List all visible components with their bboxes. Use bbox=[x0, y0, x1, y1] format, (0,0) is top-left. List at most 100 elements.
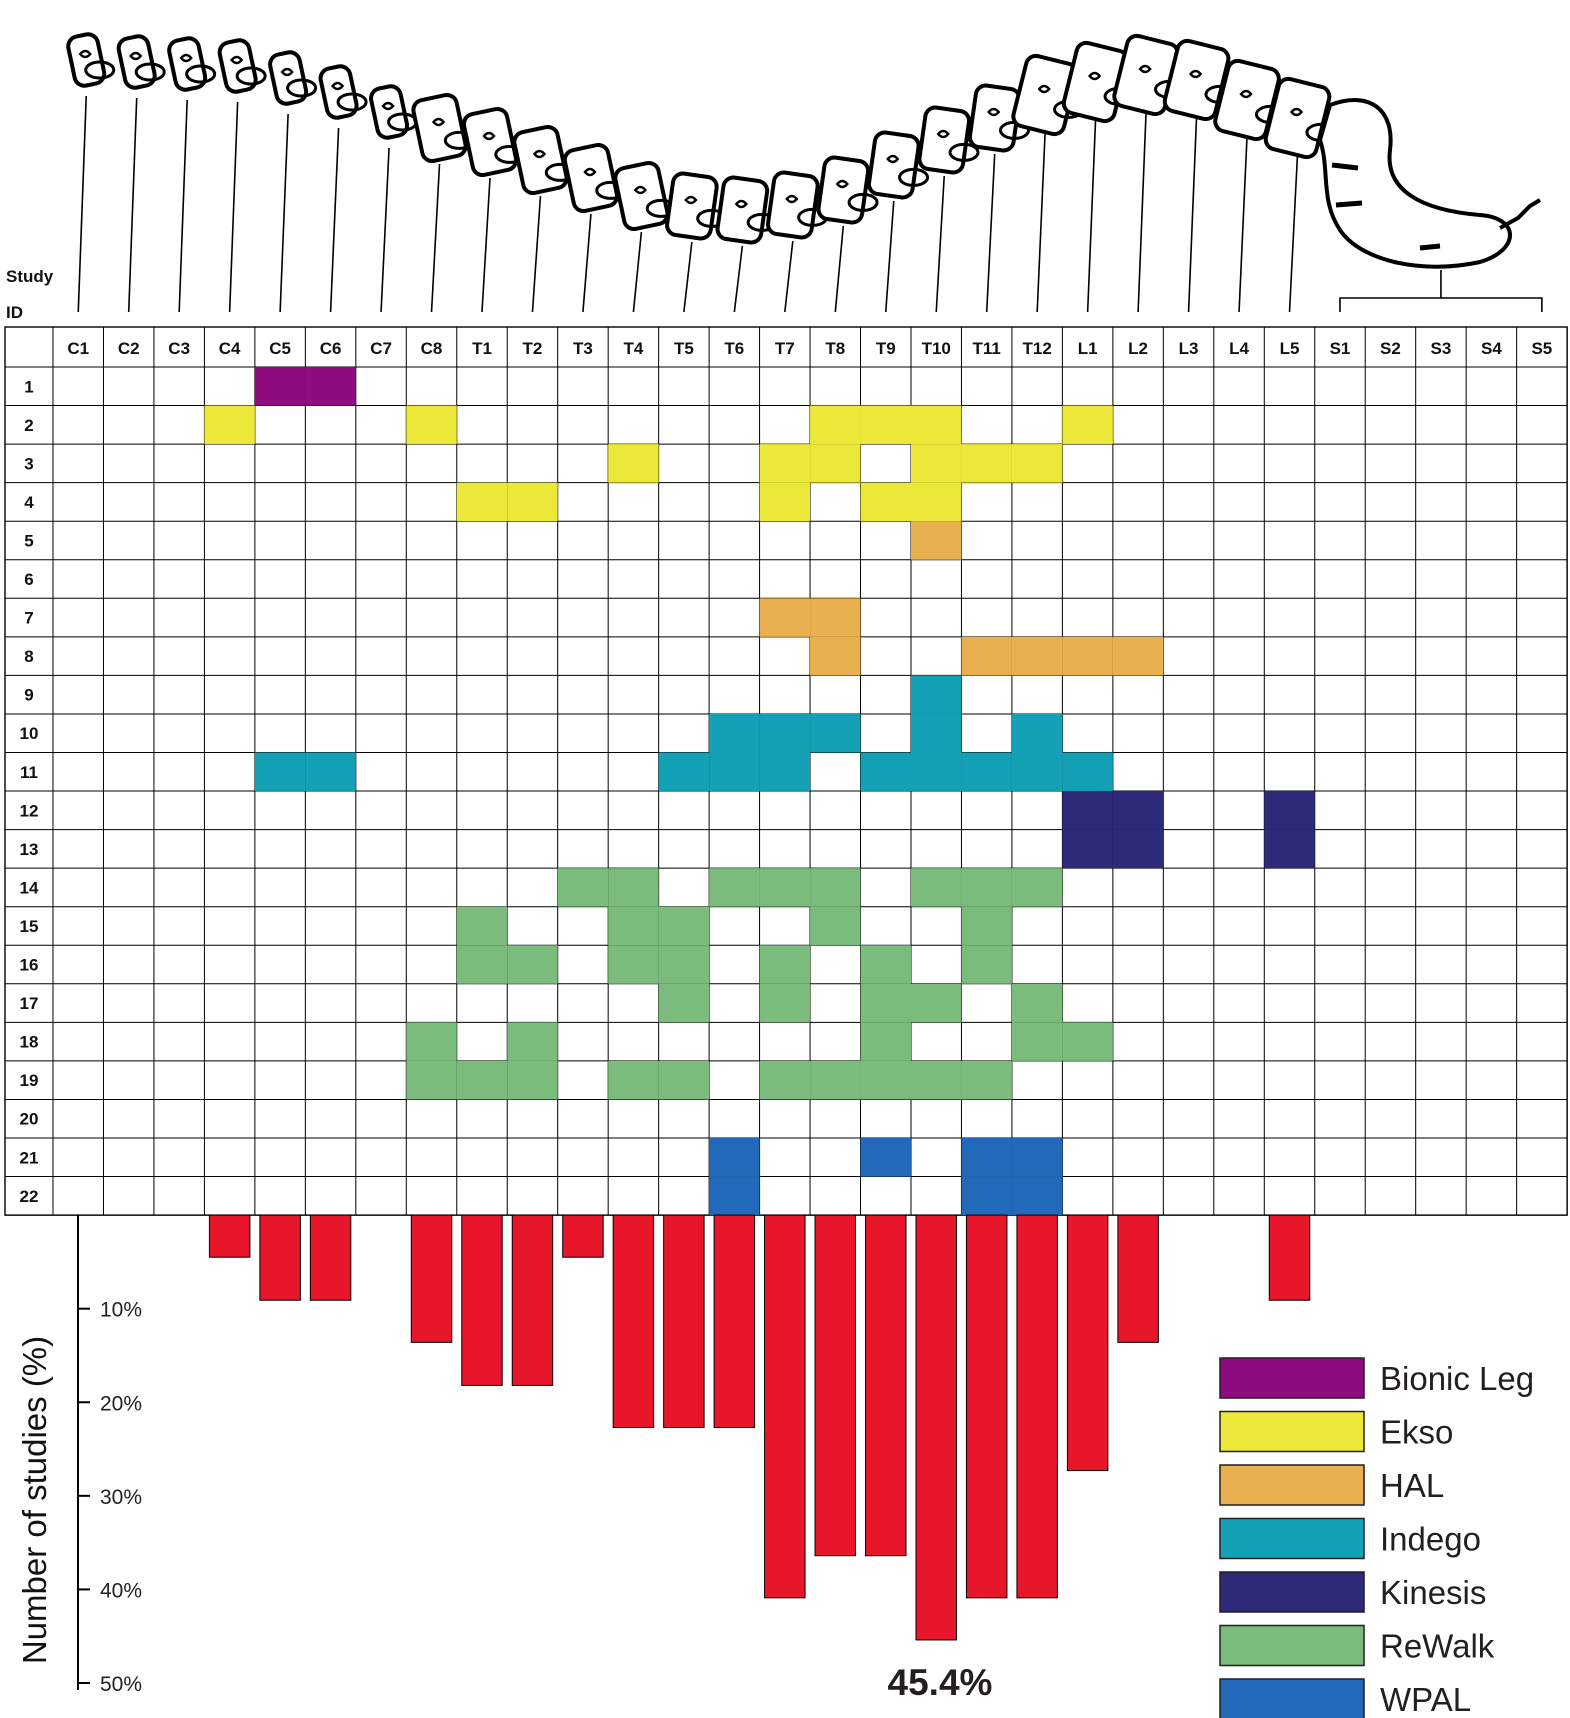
bar-L5 bbox=[1268, 1214, 1311, 1301]
bar-L1 bbox=[1066, 1214, 1109, 1472]
legend-label: Ekso bbox=[1380, 1414, 1453, 1451]
cell-11-T10 bbox=[910, 752, 962, 792]
leader-line-T6 bbox=[733, 245, 744, 313]
column-label-L1: L1 bbox=[1078, 339, 1098, 358]
cell-19-T9 bbox=[860, 1060, 911, 1100]
column-label-L2: L2 bbox=[1128, 339, 1148, 358]
cell-12-L2 bbox=[1112, 791, 1164, 830]
cell-10-T12 bbox=[1011, 713, 1063, 753]
cell-17-T7 bbox=[759, 983, 811, 1023]
row-label-7: 7 bbox=[24, 609, 33, 628]
cell-8-L1 bbox=[1062, 636, 1113, 676]
cell-4-T10 bbox=[910, 482, 962, 522]
column-label-C1: C1 bbox=[67, 339, 89, 358]
y-axis: 10% 20% 30% 40% 50% bbox=[77, 1215, 142, 1696]
cell-2-C8 bbox=[406, 405, 457, 445]
heatmap-cells bbox=[204, 367, 1315, 1216]
leader-line-T7 bbox=[784, 240, 794, 313]
leader-line-C3 bbox=[178, 99, 188, 313]
cell-2-T10 bbox=[910, 405, 962, 445]
leader-line-L1 bbox=[1086, 117, 1097, 313]
cell-18-T2 bbox=[507, 1022, 558, 1061]
cell-19-T4 bbox=[608, 1060, 659, 1100]
column-label-L5: L5 bbox=[1280, 339, 1300, 358]
vertebra-C4 bbox=[217, 38, 267, 94]
leader-line-L4 bbox=[1238, 135, 1248, 313]
leader-line-L3 bbox=[1187, 115, 1198, 313]
row-label-8: 8 bbox=[24, 647, 33, 666]
cell-21-T11 bbox=[961, 1138, 1012, 1177]
cell-9-T10 bbox=[910, 675, 962, 714]
cell-3-T8 bbox=[810, 444, 861, 483]
column-label-T8: T8 bbox=[825, 339, 845, 358]
row-label-9: 9 bbox=[24, 686, 33, 705]
cell-14-T6 bbox=[709, 868, 760, 907]
cell-5-T10 bbox=[910, 521, 962, 560]
cell-14-T10 bbox=[910, 868, 962, 907]
cell-13-L2 bbox=[1112, 829, 1164, 869]
row-label-10: 10 bbox=[20, 724, 39, 743]
column-label-T2: T2 bbox=[523, 339, 543, 358]
legend-swatch bbox=[1219, 1624, 1365, 1667]
bar-T4 bbox=[612, 1214, 655, 1429]
legend-label: Bionic Leg bbox=[1380, 1360, 1534, 1397]
cell-18-L1 bbox=[1062, 1022, 1113, 1061]
cell-18-T12 bbox=[1011, 1022, 1063, 1061]
bar-series bbox=[208, 1214, 1311, 1641]
cell-2-C4 bbox=[204, 405, 255, 445]
legend-label: HAL bbox=[1380, 1467, 1444, 1504]
cell-2-T8 bbox=[810, 405, 861, 445]
vertebra-T2 bbox=[512, 124, 576, 196]
row-label-4: 4 bbox=[24, 493, 34, 512]
cell-11-C5 bbox=[254, 752, 306, 792]
cell-7-T7 bbox=[759, 598, 811, 637]
leader-line-T12 bbox=[1036, 130, 1046, 313]
cell-11-L1 bbox=[1062, 752, 1113, 792]
legend-swatch bbox=[1219, 1357, 1365, 1399]
row-label-15: 15 bbox=[20, 917, 39, 936]
cell-17-T5 bbox=[658, 983, 710, 1023]
cell-19-C8 bbox=[406, 1060, 457, 1100]
vertebra-T6 bbox=[715, 175, 778, 245]
legend-swatch bbox=[1219, 1464, 1365, 1506]
column-label-S2: S2 bbox=[1380, 339, 1401, 358]
sacral-bracket bbox=[1339, 270, 1543, 312]
cell-12-L5 bbox=[1264, 791, 1315, 830]
bar-T2 bbox=[511, 1214, 554, 1386]
row-label-18: 18 bbox=[20, 1033, 39, 1052]
cell-11-C6 bbox=[305, 752, 356, 792]
vertebra-leader-lines bbox=[77, 95, 1543, 313]
bar-C6 bbox=[309, 1214, 352, 1301]
leader-line-L5 bbox=[1288, 153, 1299, 313]
column-label-C8: C8 bbox=[421, 339, 443, 358]
cell-11-T12 bbox=[1011, 752, 1063, 792]
cell-3-T12 bbox=[1011, 444, 1063, 483]
vertebra-T4 bbox=[613, 160, 677, 232]
cell-19-T1 bbox=[456, 1060, 508, 1100]
cell-18-C8 bbox=[406, 1022, 457, 1061]
leader-line-C5 bbox=[279, 113, 289, 313]
bar-T11 bbox=[965, 1214, 1008, 1599]
cell-15-T1 bbox=[456, 906, 508, 946]
bar-C5 bbox=[259, 1214, 301, 1301]
vertebra-T9 bbox=[866, 130, 930, 200]
cell-3-T4 bbox=[608, 444, 659, 483]
cell-11-T9 bbox=[860, 752, 911, 792]
cell-14-T7 bbox=[759, 868, 811, 907]
cell-12-L1 bbox=[1062, 791, 1113, 830]
column-label-T11: T11 bbox=[973, 339, 1001, 358]
legend: Bionic Leg Ekso HAL Indego Kinesis ReWalk WPAL bbox=[1219, 1357, 1534, 1718]
cell-22-T11 bbox=[961, 1176, 1012, 1216]
legend-swatch bbox=[1219, 1517, 1365, 1560]
leader-line-C6 bbox=[329, 127, 340, 313]
study-label: Study bbox=[6, 267, 54, 286]
cell-10-T6 bbox=[709, 713, 760, 753]
y-tick-label-10: 10% bbox=[100, 1299, 142, 1322]
bar-T9 bbox=[865, 1214, 907, 1557]
cell-1-C5 bbox=[254, 367, 306, 406]
row-label-21: 21 bbox=[20, 1148, 39, 1167]
vertebra-C5 bbox=[268, 50, 318, 106]
row-label-19: 19 bbox=[20, 1071, 39, 1090]
column-label-C6: C6 bbox=[320, 339, 342, 358]
